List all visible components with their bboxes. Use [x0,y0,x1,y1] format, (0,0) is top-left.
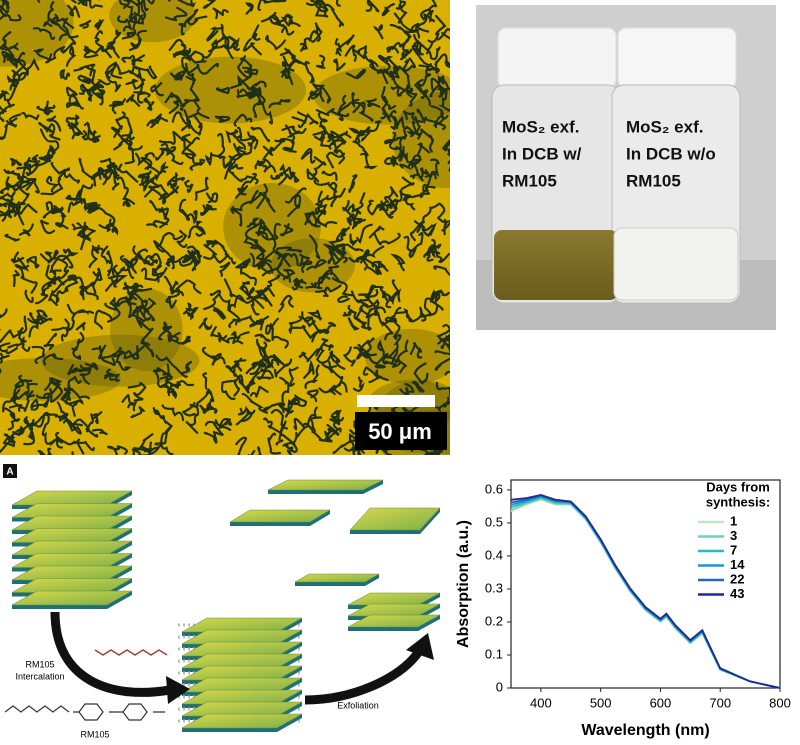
molecule-label: RM105 [80,729,109,739]
y-tick-label: 0 [496,679,503,694]
cap [617,27,737,89]
y-tick-label: 0.2 [485,613,503,628]
legend-title: synthesis: [706,494,770,509]
vial-label: In DCB w/ [502,144,582,163]
y-axis-title: Absorption (a.u.) [455,520,472,648]
arrow-head [406,633,434,660]
microscope-image [0,0,450,455]
arrow [50,611,171,697]
legend-label: 22 [730,571,744,586]
plot-frame [510,479,781,689]
dark-patch [364,328,450,385]
panel-label-box [3,464,17,478]
series-line [510,493,781,689]
y-tick-label: 0.6 [485,481,503,496]
vial-photo [476,5,776,330]
x-tick-label: 800 [769,695,791,710]
y-tick-label: 0.5 [485,514,503,529]
plate [229,509,331,523]
scale-label: 50 μm [368,419,432,444]
molecule [4,703,165,721]
vial-label: MoS₂ exf. [626,117,703,136]
legend-label: 14 [730,557,745,572]
scale-box [355,412,447,450]
plate [349,507,441,531]
plate [181,713,303,729]
annotation: RM105 [25,659,54,669]
plate [347,614,441,628]
x-tick-label: 600 [650,695,672,710]
panel-label: A [6,467,13,478]
legend-label: 1 [730,513,737,528]
arrow-head [166,676,190,704]
vial-label: RM105 [502,171,557,190]
plate [11,590,133,606]
x-tick-label: 700 [709,695,731,710]
chart: 0 0.1 0.2 0.3 0.4 0.5 0.6 400 500 600 700 800 Wavele… [455,479,791,739]
vial-label: In DCB w/o [626,144,716,163]
arrow [304,647,424,705]
plate [267,479,384,491]
y-tick-label: 0.1 [485,646,503,661]
cap [497,27,617,89]
liquid [494,230,618,300]
legend-label: 43 [730,586,744,601]
worm-domains [0,0,450,455]
molecule-sketch [94,649,168,656]
legend-label: 3 [730,528,737,543]
x-tick-label: 500 [590,695,612,710]
plate [294,573,380,583]
legend-title: Days from [706,479,770,494]
scale-bar [357,395,435,407]
legend-label: 7 [730,542,737,557]
annotation: Exfoliation [337,700,379,710]
liquid [613,227,739,301]
vial-label: MoS₂ exf. [502,117,579,136]
y-tick-label: 0.3 [485,580,503,595]
annotation: Intercalation [15,671,64,681]
x-tick-label: 400 [530,695,552,710]
vial-label: RM105 [626,171,681,190]
y-tick-label: 0.4 [485,547,503,562]
x-axis-title: Wavelength (nm) [581,722,709,739]
